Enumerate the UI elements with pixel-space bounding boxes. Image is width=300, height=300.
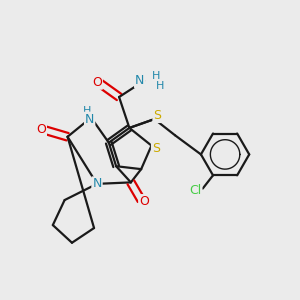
Text: N: N [92, 177, 102, 190]
Text: S: S [152, 142, 160, 155]
Text: H: H [82, 106, 91, 116]
Text: N: N [135, 74, 144, 87]
Text: O: O [92, 76, 102, 89]
Text: Cl: Cl [189, 184, 202, 196]
Text: H: H [152, 71, 160, 81]
Text: S: S [153, 109, 161, 122]
Text: O: O [36, 123, 46, 136]
Text: O: O [139, 195, 149, 208]
Text: H: H [156, 81, 164, 91]
Text: N: N [85, 112, 94, 126]
